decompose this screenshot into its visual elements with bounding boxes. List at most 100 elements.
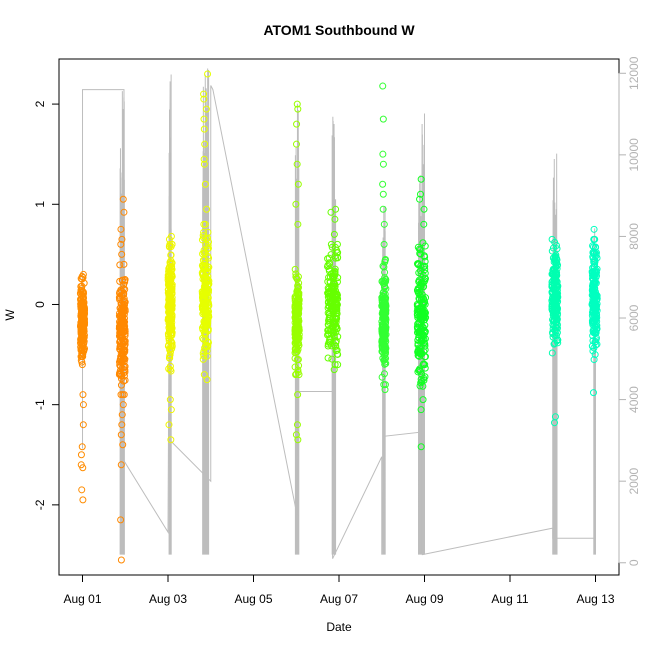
data-point: [333, 295, 341, 303]
depth-burst-7: [418, 113, 425, 555]
data-point: [416, 246, 424, 254]
data-point-outlier: [203, 205, 211, 213]
depth-line: [82, 81, 596, 559]
y2-tick-label: 2000: [627, 468, 641, 495]
data-point: [553, 265, 561, 273]
data-point: [323, 262, 331, 270]
data-point: [328, 330, 336, 338]
data-point: [78, 310, 86, 318]
data-point: [205, 238, 212, 246]
data-point: [165, 314, 173, 322]
data-point: [293, 275, 301, 283]
data-point: [292, 319, 300, 327]
data-point: [380, 370, 388, 378]
y-tick-label: 2: [33, 100, 47, 107]
data-point: [589, 347, 597, 355]
y-tick-label: -2: [33, 499, 47, 510]
data-point-outlier: [294, 436, 302, 444]
data-point: [326, 287, 334, 295]
data-point-outlier: [293, 100, 301, 108]
data-point-outlier: [417, 406, 425, 414]
data-point: [202, 321, 210, 329]
data-point-outlier: [551, 238, 559, 246]
x-tick-label: Aug 01: [63, 592, 101, 606]
data-point-outlier: [331, 215, 339, 223]
data-point: [421, 242, 429, 250]
data-point: [165, 296, 173, 304]
data-point: [117, 286, 125, 294]
data-point: [118, 372, 126, 380]
data-point: [168, 328, 176, 336]
data-point: [421, 269, 429, 277]
data-point: [77, 335, 85, 343]
data-point: [165, 365, 173, 373]
data-point: [421, 262, 429, 270]
data-point: [379, 262, 387, 270]
y-tick-label: 0: [33, 301, 47, 308]
data-point: [553, 310, 561, 318]
data-point: [332, 342, 340, 350]
data-point: [115, 322, 123, 330]
data-point: [295, 289, 303, 297]
data-point: [590, 271, 598, 279]
data-point-outlier: [381, 386, 389, 394]
data-point-outlier: [118, 235, 126, 243]
data-point: [589, 308, 597, 316]
data-point-outlier: [417, 190, 425, 198]
data-point-outlier: [420, 220, 428, 228]
data-point: [118, 329, 126, 337]
data-point: [78, 292, 86, 300]
data-point: [334, 350, 342, 358]
data-point: [420, 252, 428, 260]
data-point-outlier: [379, 180, 387, 188]
data-point-outlier: [167, 406, 175, 414]
data-point: [200, 352, 208, 360]
data-point: [292, 370, 300, 378]
data-point: [419, 310, 427, 318]
data-point: [553, 292, 561, 300]
data-point: [293, 296, 301, 304]
data-point: [295, 371, 303, 379]
data-point-outlier: [118, 421, 126, 429]
data-point-outlier: [120, 208, 128, 216]
data-point: [200, 307, 208, 314]
data-point: [119, 350, 127, 358]
data-point: [78, 352, 86, 360]
x-tick-label: Aug 09: [405, 592, 443, 606]
data-point-outlier: [77, 461, 85, 469]
data-point: [416, 347, 424, 355]
data-point-outlier: [294, 105, 302, 113]
data-point-outlier: [591, 235, 599, 243]
data-point-outlier: [590, 356, 598, 364]
data-point: [379, 289, 387, 297]
data-point-outlier: [379, 115, 387, 123]
data-point-outlier: [117, 240, 125, 248]
data-point: [380, 263, 388, 271]
data-point: [166, 335, 174, 343]
data-point: [588, 308, 596, 316]
data-point: [421, 321, 429, 329]
data-point: [203, 234, 211, 242]
data-point-outlier: [293, 421, 301, 429]
data-point: [205, 254, 213, 262]
data-point: [294, 366, 302, 374]
data-point: [167, 337, 175, 345]
data-point: [117, 320, 125, 328]
data-point: [327, 251, 335, 259]
x-tick-label: Aug 03: [149, 592, 187, 606]
y2-tick-label: 12000: [627, 56, 641, 90]
data-point: [331, 361, 339, 369]
data-point: [417, 350, 425, 358]
data-point: [116, 261, 124, 269]
y-tick-label: 1: [33, 201, 47, 208]
data-point-outlier: [202, 105, 210, 113]
data-point: [331, 252, 339, 260]
data-point: [167, 367, 175, 375]
data-point: [378, 302, 386, 310]
data-point: [120, 299, 128, 307]
data-point: [201, 295, 209, 303]
data-point-outlier: [551, 413, 559, 421]
data-point: [416, 382, 424, 390]
data-point: [324, 331, 332, 339]
